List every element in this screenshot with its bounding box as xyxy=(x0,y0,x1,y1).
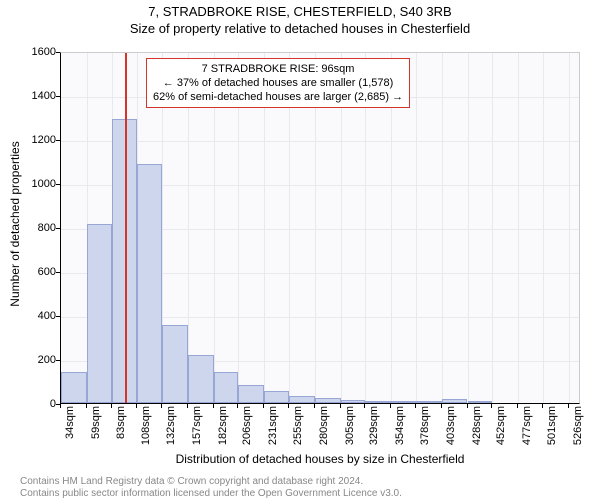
x-tick-label: 403sqm xyxy=(445,406,457,445)
x-tick-label: 157sqm xyxy=(191,406,203,445)
x-tick-mark xyxy=(288,404,289,408)
footnote: Contains HM Land Registry data © Crown c… xyxy=(20,476,402,500)
chart-title-main: 7, STRADBROKE RISE, CHESTERFIELD, S40 3R… xyxy=(0,4,600,19)
x-tick-mark xyxy=(213,404,214,408)
y-tick-mark xyxy=(56,52,60,53)
x-tick-mark xyxy=(263,404,264,408)
histogram-bar xyxy=(442,399,468,403)
x-tick-mark xyxy=(161,404,162,408)
histogram-bar xyxy=(391,401,416,403)
x-tick-label: 34sqm xyxy=(64,406,76,439)
histogram-bar xyxy=(341,400,366,403)
x-tick-mark xyxy=(364,404,365,408)
annotation-line-2: ← 37% of detached houses are smaller (1,… xyxy=(163,77,394,89)
x-tick-mark xyxy=(390,404,391,408)
y-tick-mark xyxy=(56,272,60,273)
annotation-line-1: 7 STRADBROKE RISE: 96sqm xyxy=(202,63,355,75)
y-tick-label: 800 xyxy=(16,222,56,234)
histogram-bar xyxy=(137,164,162,403)
histogram-bar xyxy=(365,401,391,403)
histogram-bar xyxy=(87,224,112,403)
gridline-vertical xyxy=(518,53,519,403)
histogram-bar xyxy=(214,372,239,403)
x-tick-mark xyxy=(237,404,238,408)
gridline-vertical xyxy=(569,53,570,403)
y-tick-mark xyxy=(56,228,60,229)
histogram-bar xyxy=(468,401,493,403)
reference-line xyxy=(125,53,127,403)
y-tick-label: 1400 xyxy=(16,90,56,102)
x-tick-label: 526sqm xyxy=(572,406,584,445)
x-tick-label: 501sqm xyxy=(546,406,558,445)
gridline-vertical xyxy=(468,53,469,403)
x-tick-mark xyxy=(542,404,543,408)
gridline-vertical xyxy=(442,53,443,403)
x-tick-mark xyxy=(415,404,416,408)
y-tick-label: 200 xyxy=(16,354,56,366)
x-tick-mark xyxy=(136,404,137,408)
x-tick-label: 83sqm xyxy=(115,406,127,439)
x-tick-label: 182sqm xyxy=(217,406,229,445)
y-tick-label: 600 xyxy=(16,266,56,278)
x-tick-mark xyxy=(187,404,188,408)
y-tick-label: 400 xyxy=(16,310,56,322)
x-tick-mark xyxy=(86,404,87,408)
footnote-line-2: Contains public sector information licen… xyxy=(20,488,402,499)
histogram-bar xyxy=(416,401,442,403)
y-tick-label: 0 xyxy=(16,398,56,410)
x-tick-label: 59sqm xyxy=(90,406,102,439)
gridline-vertical xyxy=(416,53,417,403)
x-tick-mark xyxy=(60,404,61,408)
chart-plot-area: 7 STRADBROKE RISE: 96sqm ← 37% of detache… xyxy=(60,52,580,404)
x-axis-label: Distribution of detached houses by size … xyxy=(60,452,580,466)
x-tick-label: 354sqm xyxy=(394,406,406,445)
histogram-bar xyxy=(188,355,214,403)
gridline-vertical xyxy=(492,53,493,403)
x-tick-label: 477sqm xyxy=(521,406,533,445)
y-tick-mark xyxy=(56,184,60,185)
x-tick-label: 108sqm xyxy=(140,406,152,445)
x-tick-label: 206sqm xyxy=(241,406,253,445)
x-tick-mark xyxy=(568,404,569,408)
x-tick-label: 132sqm xyxy=(165,406,177,445)
annotation-line-3: 62% of semi-detached houses are larger (… xyxy=(153,91,403,103)
x-tick-label: 378sqm xyxy=(419,406,431,445)
y-tick-label: 1200 xyxy=(16,134,56,146)
x-tick-mark xyxy=(517,404,518,408)
x-tick-mark xyxy=(441,404,442,408)
footnote-line-1: Contains HM Land Registry data © Crown c… xyxy=(20,476,363,487)
y-tick-label: 1000 xyxy=(16,178,56,190)
x-tick-label: 280sqm xyxy=(318,406,330,445)
x-tick-label: 231sqm xyxy=(267,406,279,445)
histogram-bar xyxy=(264,391,289,403)
x-tick-label: 452sqm xyxy=(495,406,507,445)
histogram-bar xyxy=(238,385,264,403)
histogram-bar xyxy=(61,372,87,403)
x-tick-mark xyxy=(111,404,112,408)
y-tick-mark xyxy=(56,316,60,317)
y-tick-label: 1600 xyxy=(16,46,56,58)
x-tick-label: 255sqm xyxy=(292,406,304,445)
gridline-vertical xyxy=(543,53,544,403)
annotation-box: 7 STRADBROKE RISE: 96sqm ← 37% of detache… xyxy=(146,58,410,108)
x-tick-mark xyxy=(491,404,492,408)
x-tick-mark xyxy=(340,404,341,408)
chart-title-sub: Size of property relative to detached ho… xyxy=(0,21,600,36)
x-tick-mark xyxy=(314,404,315,408)
x-tick-label: 305sqm xyxy=(344,406,356,445)
histogram-bar xyxy=(289,396,315,403)
histogram-bar xyxy=(162,325,188,403)
y-tick-mark xyxy=(56,360,60,361)
gridline-horizontal xyxy=(61,141,579,142)
y-tick-mark xyxy=(56,140,60,141)
histogram-bar xyxy=(315,398,341,403)
x-tick-label: 428sqm xyxy=(471,406,483,445)
x-tick-label: 329sqm xyxy=(368,406,380,445)
x-tick-mark xyxy=(467,404,468,408)
y-tick-mark xyxy=(56,96,60,97)
